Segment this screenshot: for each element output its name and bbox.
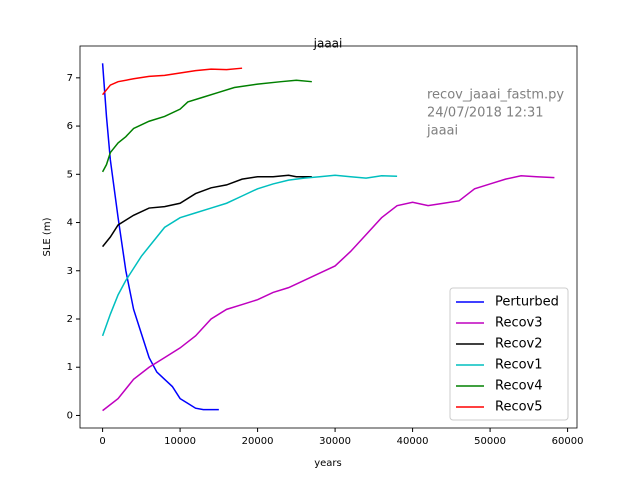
x-tick-label: 10000	[164, 436, 196, 447]
series-line	[101, 63, 219, 411]
legend-label: Recov4	[495, 379, 543, 394]
x-tick-label: 20000	[242, 436, 274, 447]
annotation: 24/07/2018 12:31	[427, 106, 544, 121]
chart-title: jaaai	[313, 37, 343, 51]
y-tick-label: 7	[67, 73, 73, 84]
series-line	[102, 67, 243, 96]
x-tick-label: 30000	[319, 436, 351, 447]
series-line	[101, 79, 312, 173]
y-tick-label: 1	[67, 362, 73, 373]
legend-box	[449, 287, 569, 421]
x-tick-label: 60000	[552, 436, 584, 447]
x-axis-label: years	[314, 458, 342, 469]
y-tick-label: 4	[67, 218, 73, 229]
legend-label: Recov1	[495, 358, 543, 373]
legend-label: Perturbed	[495, 295, 559, 310]
plot-frame	[79, 45, 578, 429]
series-line	[102, 174, 312, 248]
series-line	[101, 174, 398, 337]
x-tick-label: 40000	[397, 436, 429, 447]
x-tick-label: 0	[99, 436, 105, 447]
y-tick-label: 0	[67, 410, 73, 421]
y-tick-label: 5	[67, 169, 73, 180]
y-tick-label: 6	[67, 121, 73, 132]
series-line	[102, 174, 555, 412]
y-tick-label: 2	[67, 314, 73, 325]
x-tick-label: 50000	[474, 436, 506, 447]
annotation: recov_jaaai_fastm.py	[427, 88, 564, 103]
legend-label: Recov2	[495, 337, 543, 352]
y-axis-label: SLE (m)	[42, 217, 53, 256]
y-tick-label: 3	[67, 266, 73, 277]
annotation: jaaai	[426, 124, 458, 139]
legend-label: Recov3	[495, 316, 543, 331]
legend-label: Recov5	[495, 400, 543, 415]
